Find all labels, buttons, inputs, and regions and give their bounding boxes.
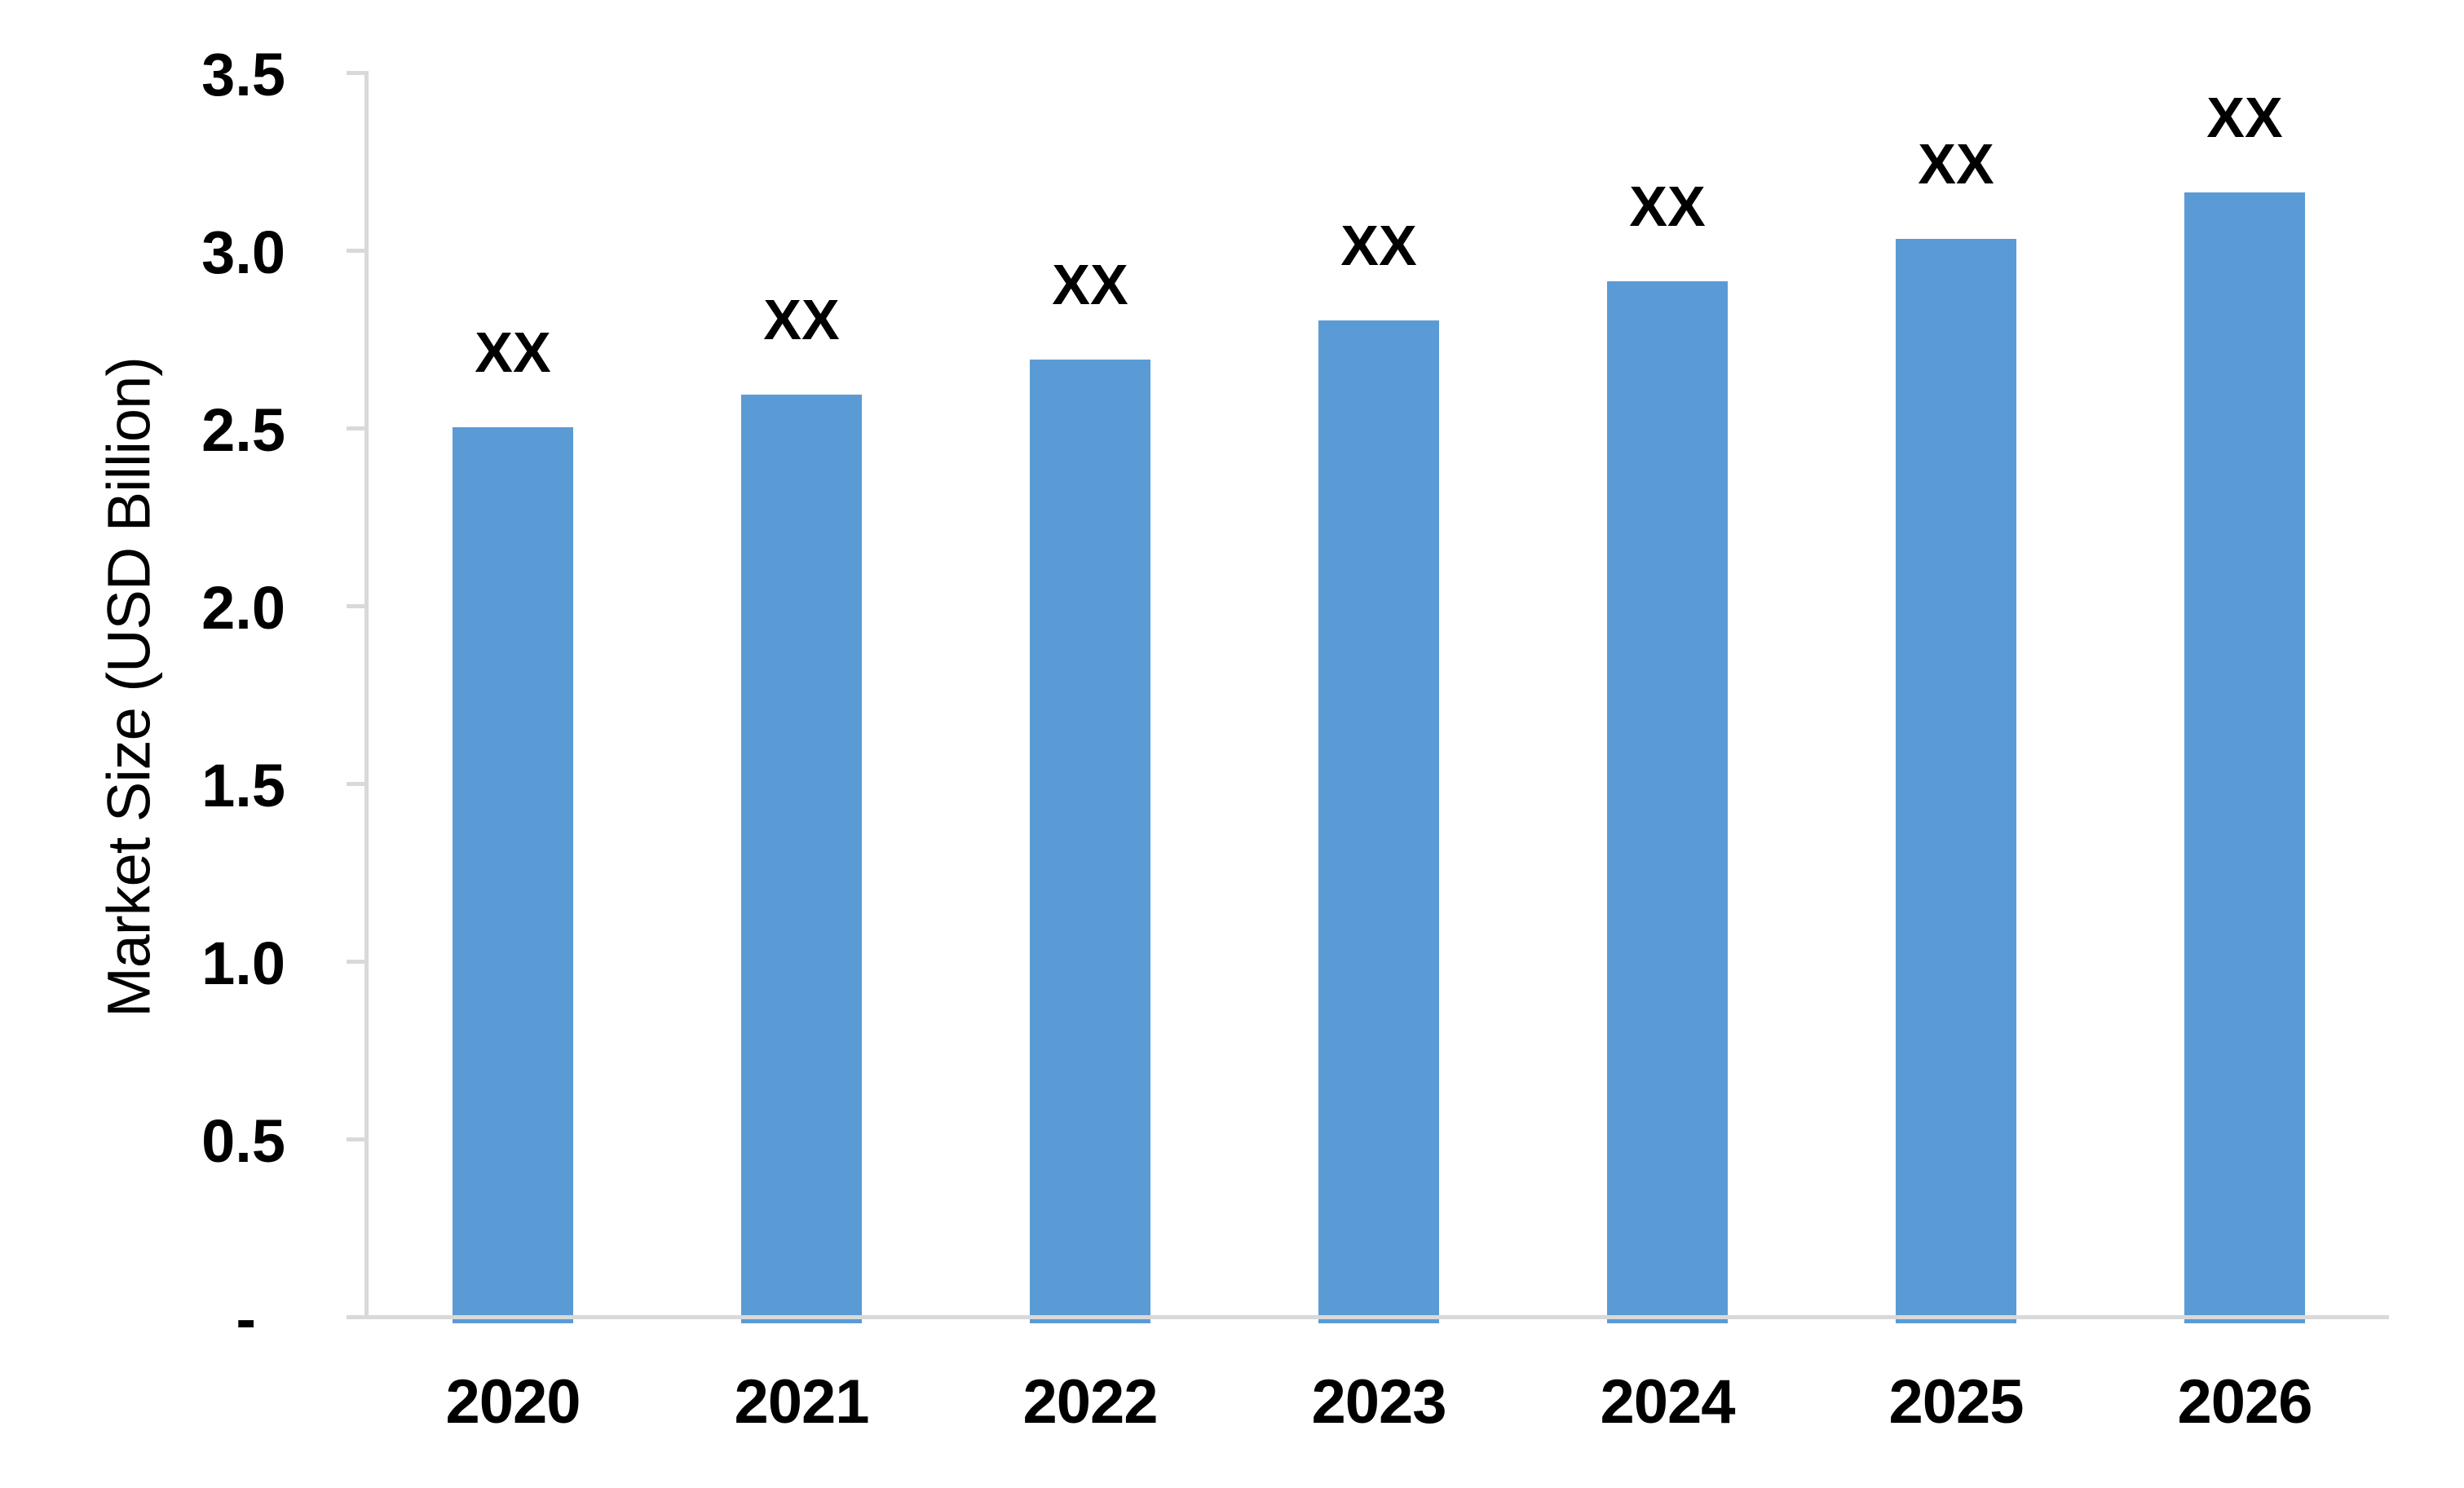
bar-2025 (1896, 238, 2016, 1323)
bar-value-label-2023: XX (1340, 213, 1417, 277)
y-axis-tick-label: 2.0 (201, 574, 285, 642)
x-axis-label-2023: 2023 (1311, 1367, 1446, 1437)
x-axis-label-2021: 2021 (734, 1367, 869, 1437)
y-axis-tick-label: 3.5 (201, 41, 285, 108)
bar-2026 (2184, 192, 2305, 1323)
x-axis-label-2025: 2025 (1888, 1367, 2024, 1437)
bar-2023 (1318, 320, 1439, 1323)
x-axis-label-2020: 2020 (445, 1367, 581, 1437)
bar-2021 (741, 395, 862, 1323)
y-axis-tick-label: - (236, 1285, 256, 1353)
bar-value-label-2022: XX (1052, 252, 1128, 316)
y-axis-line (364, 75, 369, 1319)
bar-2024 (1607, 280, 1728, 1323)
y-axis-tick-label: 0.5 (201, 1107, 285, 1175)
bar-value-label-2026: XX (2206, 85, 2283, 149)
bar-value-label-2020: XX (475, 320, 551, 384)
y-axis-tick (347, 960, 369, 964)
y-axis-tick-label: 2.5 (201, 396, 285, 464)
bar-2022 (1030, 359, 1150, 1323)
bar-value-label-2024: XX (1629, 174, 1706, 238)
y-axis-tick-label: 1.0 (201, 929, 285, 997)
bar-value-label-2021: XX (763, 288, 840, 352)
x-axis-line (347, 1315, 2389, 1319)
x-axis-label-2026: 2026 (2177, 1367, 2312, 1437)
y-axis-tick-label: 3.0 (201, 219, 285, 286)
x-axis-label-2024: 2024 (1600, 1367, 1735, 1437)
y-axis-tick (347, 249, 369, 253)
bar-2020 (453, 426, 573, 1323)
y-axis-tick (347, 71, 369, 75)
x-axis-label-2022: 2022 (1022, 1367, 1158, 1437)
y-axis-tick (347, 604, 369, 608)
y-axis-tick (347, 426, 369, 431)
bar-value-label-2025: XX (1918, 131, 1994, 196)
y-axis-title: Market Size (USD Billion) (95, 357, 163, 1018)
y-axis-tick (347, 1137, 369, 1141)
y-axis-tick (347, 782, 369, 786)
y-axis-tick-label: 1.5 (201, 752, 285, 819)
